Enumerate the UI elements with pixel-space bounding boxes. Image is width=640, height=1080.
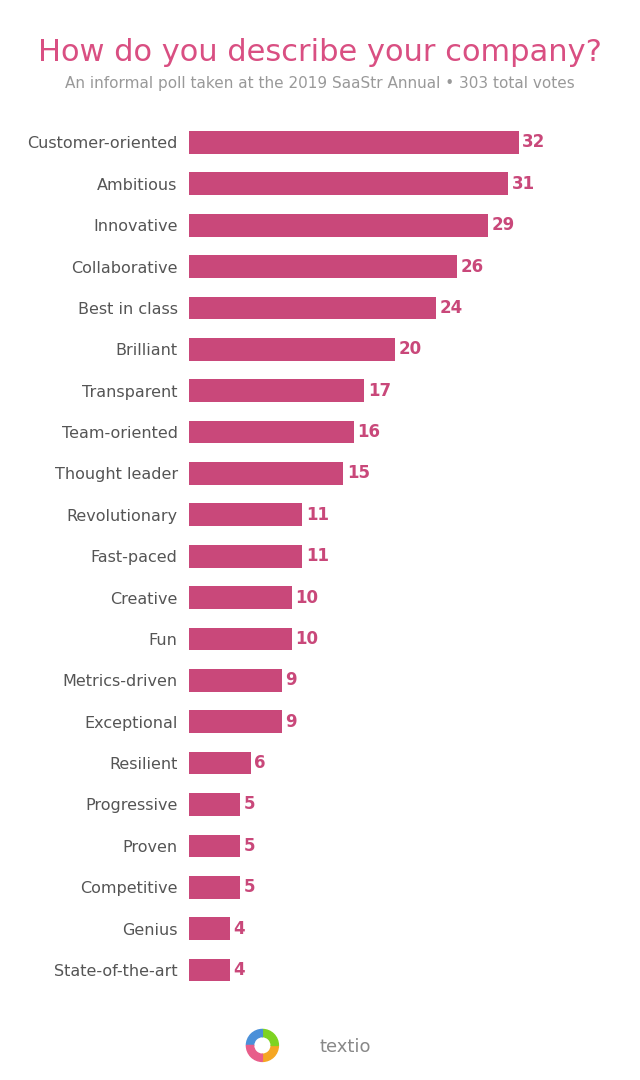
Text: 4: 4 [234,920,245,937]
Text: 11: 11 [306,505,329,524]
Wedge shape [262,1045,278,1062]
Bar [189,173,508,195]
Text: 32: 32 [522,133,546,151]
Bar [189,835,241,858]
Bar [189,255,457,278]
Bar [189,793,241,815]
Bar [189,876,241,899]
Text: 10: 10 [296,630,319,648]
Text: 4: 4 [234,961,245,980]
Text: An informal poll taken at the 2019 SaaStr Annual • 303 total votes: An informal poll taken at the 2019 SaaSt… [65,76,575,91]
Text: 6: 6 [254,754,266,772]
Bar [189,462,344,485]
Wedge shape [246,1029,262,1045]
Text: 15: 15 [347,464,370,483]
Text: 5: 5 [244,796,255,813]
Wedge shape [262,1029,278,1045]
Text: 20: 20 [399,340,422,359]
Bar [189,338,395,361]
Text: 31: 31 [512,175,535,192]
Bar [189,131,519,153]
Bar [189,544,302,568]
Text: 10: 10 [296,589,319,607]
Bar [189,669,282,691]
Text: 16: 16 [357,423,380,441]
Text: 11: 11 [306,548,329,565]
Text: 5: 5 [244,837,255,855]
Text: textio: textio [320,1038,371,1056]
Bar [189,917,230,940]
Wedge shape [246,1045,262,1062]
Bar [189,214,488,237]
Bar [189,711,282,733]
Text: 5: 5 [244,878,255,896]
Text: 29: 29 [492,216,515,234]
Text: 9: 9 [285,713,297,731]
Bar [189,503,302,526]
Text: 17: 17 [368,381,391,400]
Text: 24: 24 [440,299,463,316]
Text: 26: 26 [461,257,484,275]
Bar [189,752,251,774]
Bar [189,421,354,444]
Text: 9: 9 [285,672,297,689]
Bar [189,379,364,402]
Text: How do you describe your company?: How do you describe your company? [38,38,602,67]
Bar [189,586,292,609]
Bar [189,627,292,650]
Bar [189,959,230,982]
Bar [189,297,436,320]
